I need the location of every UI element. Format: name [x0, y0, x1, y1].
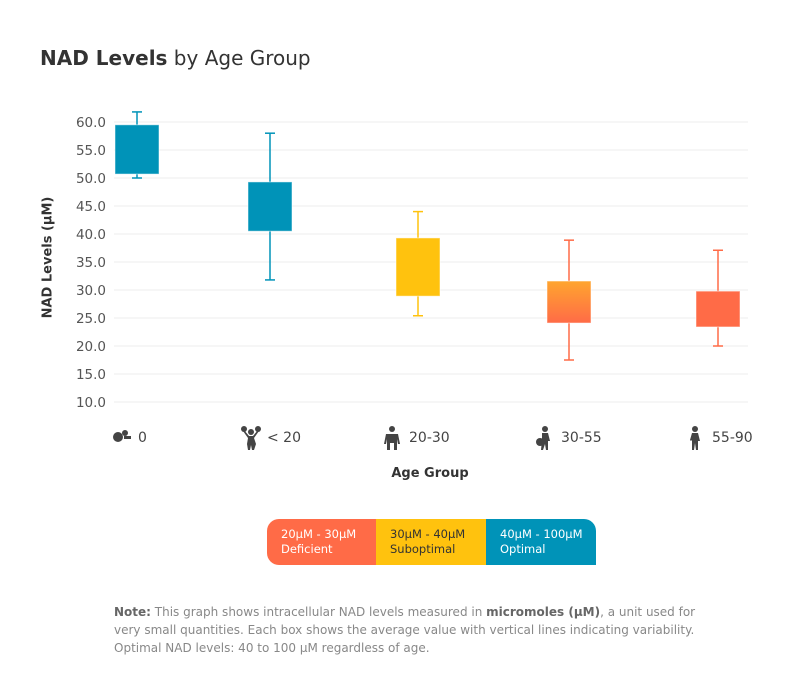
businessman-icon [384, 426, 400, 450]
y-tick-label: 30.0 [76, 283, 106, 299]
x-tick-label: 30-55 [561, 430, 602, 446]
box-2 [395, 237, 441, 297]
note-text: , a unit used for very small quantities.… [114, 605, 696, 655]
x-axis-label: Age Group [391, 466, 469, 481]
y-tick-label: 45.0 [76, 199, 106, 215]
note-label: Note: [114, 605, 151, 619]
legend-deficient: 20µM - 30µM Deficient [267, 519, 376, 565]
legend-optimal: 40µM - 100µM Optimal [486, 519, 596, 565]
title-bold: NAD Levels [40, 46, 168, 70]
title-rest: by Age Group [167, 46, 311, 70]
legend-range: 40µM - 100µM [500, 527, 583, 541]
y-tick-label: 15.0 [76, 367, 106, 383]
footnote: Note: This graph shows intracellular NAD… [114, 603, 714, 657]
note-bold: micromoles (µM) [486, 605, 601, 619]
y-axis-label: NAD Levels (µM) [40, 196, 56, 319]
x-tick-label: 0 [138, 430, 147, 446]
elderly-person-icon [690, 426, 700, 450]
box-3 [546, 280, 592, 324]
baby-icon [113, 430, 131, 442]
y-tick-label: 20.0 [76, 339, 106, 355]
x-category: 30-55 [535, 426, 602, 450]
x-category: < 20 [241, 426, 301, 450]
y-tick-label: 10.0 [76, 395, 106, 411]
x-category: 55-90 [686, 426, 753, 450]
x-tick-label: 20-30 [409, 430, 450, 446]
x-category: 0 [112, 426, 147, 450]
legend-suboptimal: 30µM - 40µM Suboptimal [376, 519, 486, 565]
y-tick-label: 35.0 [76, 255, 106, 271]
box-1 [247, 181, 293, 232]
y-tick-label: 55.0 [76, 143, 106, 159]
chart-title: NAD Levels by Age Group [40, 46, 311, 70]
legend-label: Suboptimal [390, 542, 456, 556]
note-text: This graph shows intracellular NAD level… [150, 605, 487, 619]
y-tick-label: 25.0 [76, 311, 106, 327]
x-tick-label: < 20 [267, 430, 301, 446]
cheerleader-icon [241, 426, 261, 450]
y-tick-label: 60.0 [76, 115, 106, 131]
x-category: 20-30 [383, 426, 450, 450]
box-4 [695, 290, 741, 328]
y-tick-label: 50.0 [76, 171, 106, 187]
woman-with-bag-icon [536, 426, 550, 450]
legend-label: Optimal [500, 542, 546, 556]
legend-range: 30µM - 40µM [390, 527, 466, 541]
box-0 [114, 124, 160, 175]
legend-label: Deficient [281, 542, 333, 556]
legend-range: 20µM - 30µM [281, 527, 357, 541]
x-tick-label: 55-90 [712, 430, 753, 446]
y-tick-label: 40.0 [76, 227, 106, 243]
